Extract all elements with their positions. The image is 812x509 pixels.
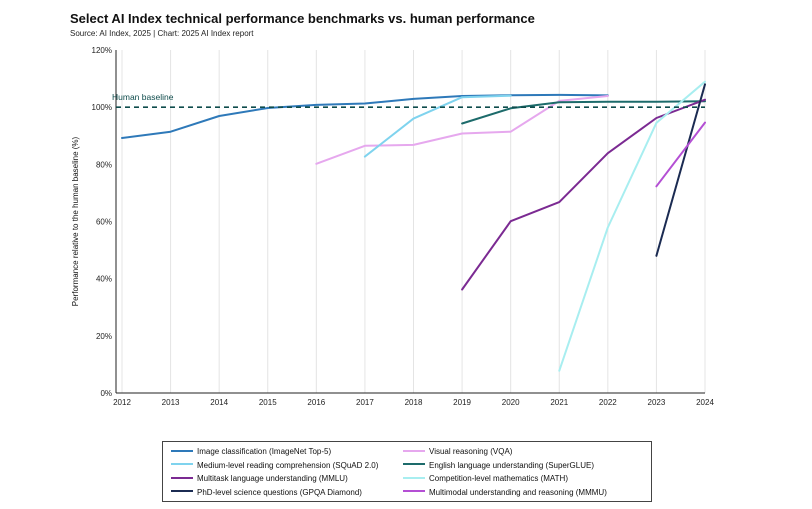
legend-item: Multitask language understanding (MMLU): [171, 473, 348, 485]
legend-item: Competition-level mathematics (MATH): [403, 473, 568, 485]
series-line: [655, 83, 706, 257]
x-tick-label: 2022: [599, 398, 617, 407]
series-line: [461, 98, 706, 291]
series-lines: [121, 80, 706, 372]
x-tick-label: 2017: [356, 398, 374, 407]
x-tick-label: 2019: [453, 398, 471, 407]
legend-label: Multitask language understanding (MMLU): [197, 474, 348, 483]
legend-item: Image classification (ImageNet Top-5): [171, 446, 331, 458]
legend-item: PhD-level science questions (GPQA Diamon…: [171, 487, 362, 499]
legend-swatch: [171, 476, 193, 479]
x-tick-label: 2024: [696, 398, 714, 407]
x-tick-label: 2016: [307, 398, 325, 407]
y-axis-title: Performance relative to the human baseli…: [71, 136, 80, 306]
x-tick-label: 2012: [113, 398, 131, 407]
series-line: [121, 93, 609, 139]
series-line: [558, 80, 706, 372]
legend-swatch: [403, 476, 425, 479]
legend-swatch: [403, 463, 425, 466]
legend-item: Visual reasoning (VQA): [403, 446, 512, 458]
legend-swatch: [171, 463, 193, 466]
chart-source: Source: AI Index, 2025 | Chart: 2025 AI …: [70, 29, 254, 38]
x-tick-label: 2020: [502, 398, 520, 407]
legend-label: Image classification (ImageNet Top-5): [197, 447, 332, 456]
series-line: [655, 121, 706, 188]
x-tick-label: 2014: [210, 398, 228, 407]
legend-label: Multimodal understanding and reasoning (…: [429, 487, 607, 497]
legend-swatch: [403, 490, 425, 493]
series-line: [461, 100, 706, 125]
y-tick-label: 40%: [96, 275, 112, 284]
chart-title: Select AI Index technical performance be…: [70, 11, 535, 26]
x-tick-label: 2021: [550, 398, 568, 407]
x-tick-label: 2018: [405, 398, 423, 407]
x-tick-label: 2023: [648, 398, 666, 407]
legend-label: PhD-level science questions (GPQA Diamon…: [197, 487, 362, 497]
human-baseline-label: Human baseline: [112, 92, 174, 102]
legend-label: Competition-level mathematics (MATH): [429, 474, 568, 483]
legend-label: Medium-level reading comprehension (SQuA…: [197, 460, 379, 470]
legend-item: Medium-level reading comprehension (SQuA…: [171, 460, 378, 472]
legend-item: English language understanding (SuperGLU…: [403, 460, 594, 472]
y-tick-label: 120%: [92, 46, 112, 55]
legend-swatch: [171, 449, 193, 452]
legend-label: Visual reasoning (VQA): [429, 447, 513, 456]
legend-swatch: [171, 490, 193, 493]
y-tick-label: 60%: [96, 218, 112, 227]
legend-swatch: [403, 449, 425, 452]
series-line: [363, 94, 512, 158]
legend: Image classification (ImageNet Top-5) Vis…: [162, 441, 652, 502]
y-tick-label: 80%: [96, 160, 112, 169]
legend-item: Multimodal understanding and reasoning (…: [403, 487, 607, 499]
legend-label: English language understanding (SuperGLU…: [429, 460, 594, 470]
labels: Performance relative to the human baseli…: [71, 92, 705, 306]
y-tick-label: 0%: [100, 389, 112, 398]
y-tick-label: 20%: [96, 332, 112, 341]
x-tick-label: 2013: [162, 398, 180, 407]
series-line: [315, 95, 609, 165]
y-tick-label: 100%: [92, 103, 112, 112]
x-tick-label: 2015: [259, 398, 277, 407]
